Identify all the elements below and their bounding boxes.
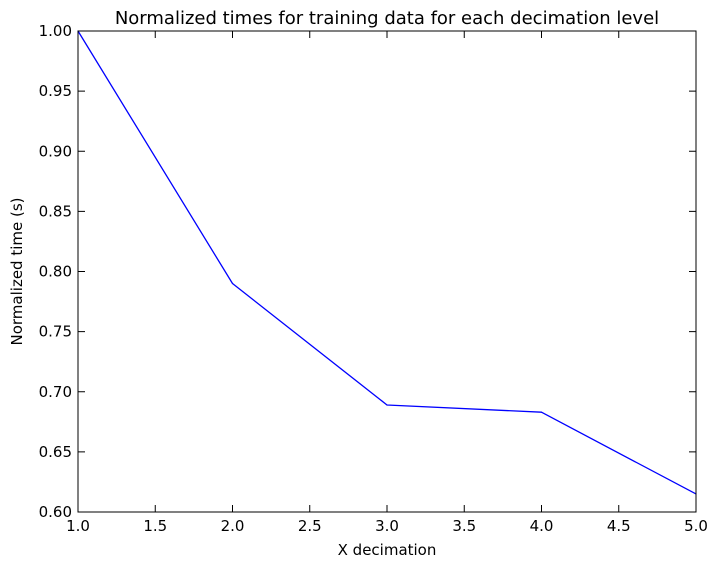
x-tick-label: 3.5 xyxy=(452,517,476,535)
x-tick-label: 5.0 xyxy=(684,517,708,535)
x-tick-label: 2.0 xyxy=(221,517,245,535)
x-tick-label: 4.0 xyxy=(530,517,554,535)
chart-title: Normalized times for training data for e… xyxy=(115,8,659,29)
x-axis-label: X decimation xyxy=(338,541,437,559)
x-tick-label: 2.5 xyxy=(298,517,322,535)
y-tick-label: 0.70 xyxy=(39,383,72,401)
plot-frame xyxy=(77,30,697,513)
plot-area xyxy=(78,31,696,512)
x-tick-label: 1.5 xyxy=(143,517,167,535)
y-tick-label: 0.80 xyxy=(39,263,72,281)
x-tick-label: 4.5 xyxy=(607,517,631,535)
data-point xyxy=(231,282,234,285)
x-tick-label: 3.0 xyxy=(375,517,399,535)
data-point xyxy=(386,404,388,406)
y-tick-label: 0.75 xyxy=(39,323,72,341)
y-tick-labels: 0.60 0.65 0.70 0.75 0.80 0.85 0.90 0.95 1.00 xyxy=(39,22,72,521)
data-point xyxy=(540,411,543,413)
y-tick-label: 0.90 xyxy=(39,142,72,160)
x-tick-label: 1.0 xyxy=(66,517,90,535)
x-tick-labels: 1.0 1.5 2.0 2.5 3.0 3.5 4.0 4.5 5.0 xyxy=(66,517,708,535)
y-axis-label: Normalized time (s) xyxy=(8,197,26,345)
y-tick-label: 0.85 xyxy=(39,202,72,220)
y-tick-label: 0.65 xyxy=(39,443,72,461)
y-tick-label: 0.60 xyxy=(39,503,72,521)
y-tick-label: 1.00 xyxy=(39,22,72,40)
y-tick-label: 0.95 xyxy=(39,82,72,100)
